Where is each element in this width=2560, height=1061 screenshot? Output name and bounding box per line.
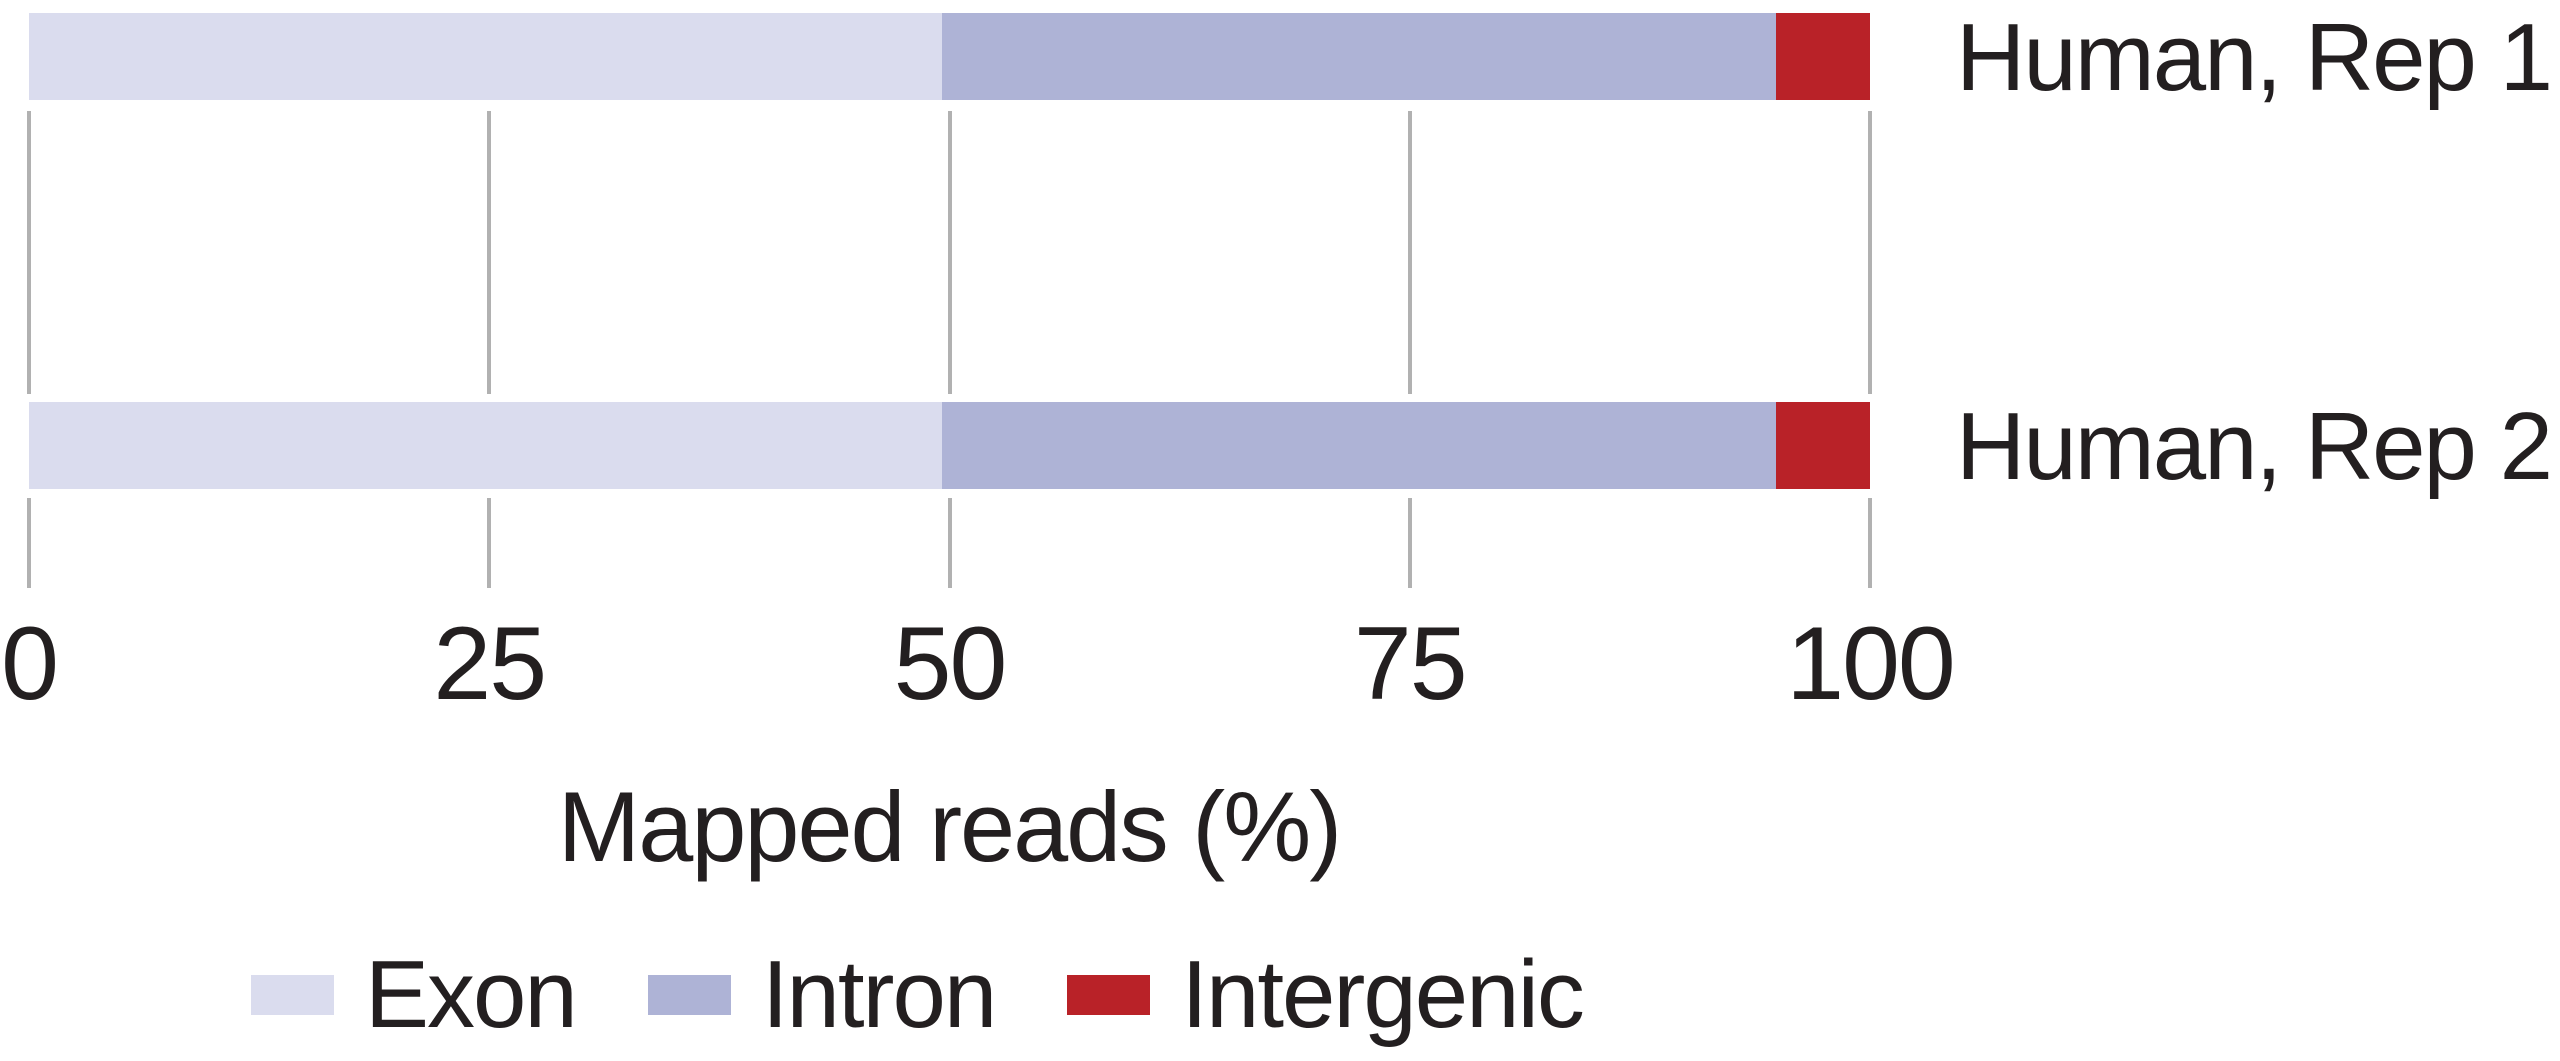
bar-row xyxy=(29,402,1870,489)
legend-swatch-icon xyxy=(1067,975,1151,1015)
legend-label: Intron xyxy=(761,941,997,1048)
gridline-50 xyxy=(947,498,952,588)
x-tick-label-50: 50 xyxy=(893,606,1008,722)
bar-segment-exon xyxy=(29,402,943,489)
plot-area xyxy=(27,0,1872,600)
gridline-75 xyxy=(1407,111,1412,394)
x-axis-title: Mapped reads (%) xyxy=(557,771,1342,882)
legend-item-intergenic: Intergenic xyxy=(1067,941,1585,1048)
bar-row-label: Human, Rep 2 xyxy=(1956,393,2553,500)
gridline-100 xyxy=(1868,111,1872,394)
legend-swatch-icon xyxy=(647,975,731,1015)
gridline-0 xyxy=(27,498,31,588)
x-tick-label-0: 0 xyxy=(1,606,59,722)
bar-segment-intergenic xyxy=(1776,13,1870,100)
legend-item-intron: Intron xyxy=(647,941,997,1048)
x-tick-label-100: 100 xyxy=(1786,606,1956,722)
x-tick-label-25: 25 xyxy=(433,606,547,722)
gridline-0 xyxy=(27,111,31,394)
bar-row-label: Human, Rep 1 xyxy=(1956,4,2553,111)
legend-item-exon: Exon xyxy=(251,941,578,1048)
bar-segment-intergenic xyxy=(1776,402,1870,489)
gridline-75 xyxy=(1407,498,1412,588)
bar-segment-exon xyxy=(29,13,943,100)
gridline-50 xyxy=(947,111,952,394)
legend-swatch-icon xyxy=(251,975,334,1015)
legend-label: Intergenic xyxy=(1181,941,1585,1048)
legend: Exon Intron Intergenic xyxy=(251,941,1585,1048)
bar-segment-intron xyxy=(942,13,1777,100)
gridline-25 xyxy=(487,111,492,394)
gridline-100 xyxy=(1868,498,1872,588)
bar-row xyxy=(29,13,1870,100)
x-tick-label-75: 75 xyxy=(1353,606,1468,722)
legend-label: Exon xyxy=(365,941,578,1048)
bar-segment-intron xyxy=(942,402,1777,489)
gridline-25 xyxy=(487,498,492,588)
